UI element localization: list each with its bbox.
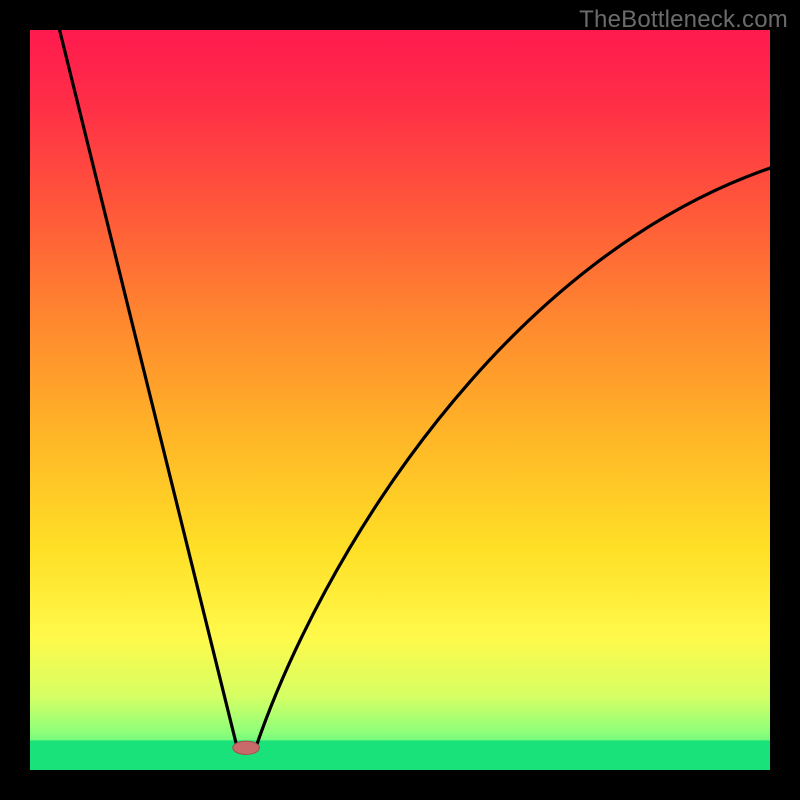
plot-area [30, 30, 770, 770]
green-band [30, 740, 770, 770]
chart-svg [0, 0, 800, 800]
chart-container: TheBottleneck.com [0, 0, 800, 800]
cusp-marker [233, 741, 260, 754]
